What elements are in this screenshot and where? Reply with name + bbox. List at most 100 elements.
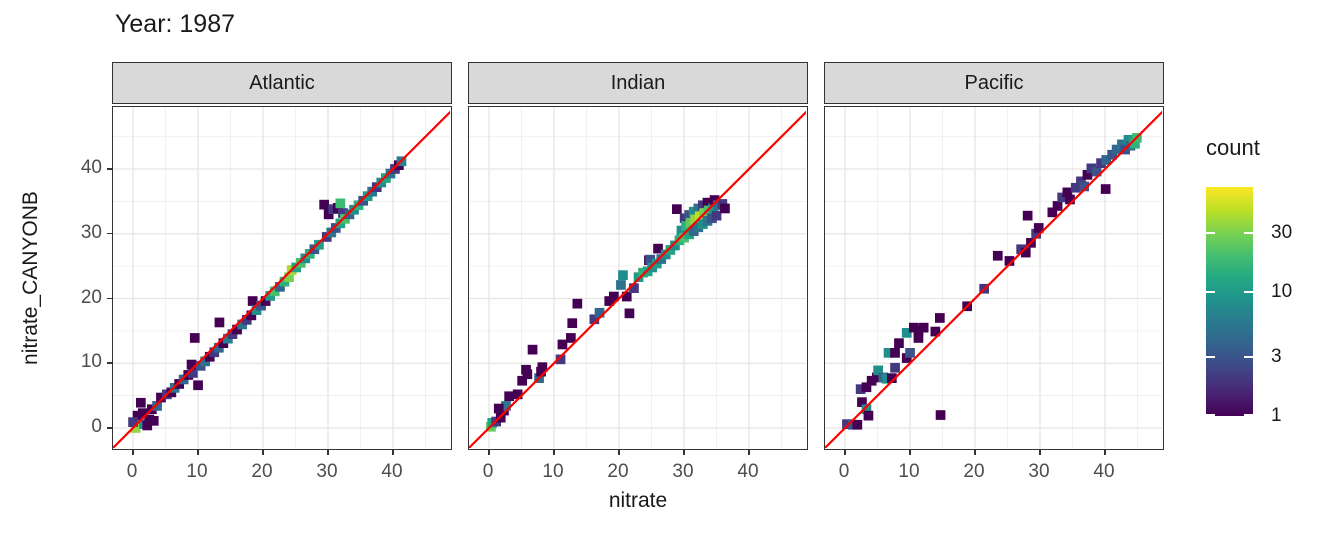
bin2d-cell: [1004, 256, 1015, 266]
bin2d-cell: [214, 317, 225, 328]
bin2d-cell: [567, 318, 578, 328]
x-tick-mark: [844, 450, 846, 455]
legend-colorbar: [1206, 187, 1253, 416]
bin2d-cell: [594, 307, 605, 318]
x-tick-mark: [327, 450, 329, 455]
bin2d-cell: [852, 419, 863, 430]
x-tick-label: 30: [316, 461, 338, 482]
bin2d-cell: [918, 322, 929, 333]
bin2d-cell: [1130, 138, 1140, 149]
bin2d-cell: [894, 338, 904, 348]
y-tick-mark: [107, 362, 112, 364]
facet-panel-atlantic: [112, 106, 452, 450]
bin2d-cell: [1022, 210, 1033, 221]
colorbar-tick: [1206, 290, 1215, 293]
panel-canvas-atlantic: [113, 107, 450, 448]
bin2d-cell: [1076, 176, 1086, 187]
facet-panel-pacific: [824, 106, 1164, 450]
bin2d-cell: [881, 373, 892, 384]
bin2d-cell: [1117, 139, 1127, 150]
x-tick-label: 40: [381, 461, 403, 482]
x-tick-label: 10: [898, 461, 920, 482]
colorbar-tick: [1206, 414, 1215, 416]
bin2d-cell: [156, 392, 166, 403]
bin2d-cell: [866, 375, 877, 386]
bin2d-cell: [314, 239, 324, 250]
bin2d-cell: [930, 326, 941, 337]
x-tick-mark: [683, 450, 685, 455]
bin2d-cell: [501, 401, 511, 411]
panel-canvas-indian: [469, 107, 806, 448]
bin2d-cell: [624, 308, 635, 319]
bin2d-cell: [901, 328, 912, 338]
bin2d-cell: [1057, 192, 1067, 203]
bin2d-cell: [186, 359, 197, 370]
bin2d-cell: [720, 203, 730, 214]
x-tick-mark: [392, 450, 394, 455]
bin2d-cell: [709, 195, 720, 205]
bin2d-cell: [618, 270, 628, 280]
y-tick-label: 10: [80, 351, 102, 373]
colorbar-label: 10: [1271, 280, 1293, 302]
bin2d-cell: [672, 204, 682, 214]
bin2d-cell: [992, 250, 1003, 261]
bin2d-cell: [148, 416, 159, 426]
x-tick-mark: [132, 450, 134, 455]
x-tick-mark: [262, 450, 264, 455]
x-tick-label: 20: [963, 461, 985, 482]
bin2d-cell: [621, 291, 632, 302]
x-tick-label: 0: [838, 461, 850, 482]
bin2d-cell: [537, 362, 548, 372]
x-tick-label: 20: [251, 461, 273, 482]
bin2d-cell: [152, 401, 162, 411]
bin2d-cell: [1082, 170, 1093, 180]
x-tick-mark: [1104, 450, 1106, 455]
y-tick-label: 30: [80, 221, 102, 243]
bin2d-cell: [913, 326, 924, 336]
colorbar-label: 30: [1271, 221, 1293, 243]
bin2d-cell: [1086, 163, 1097, 174]
x-tick-mark: [974, 450, 976, 455]
bin2d-cell: [702, 197, 713, 208]
y-tick-label: 40: [80, 157, 102, 178]
facet-strip-label: Indian: [610, 71, 666, 94]
bin2d-cell: [1101, 155, 1112, 165]
colorbar-tick: [1244, 414, 1253, 416]
x-tick-label: 30: [1028, 461, 1050, 482]
bin2d-cell: [572, 298, 583, 309]
facet-strip-label: Pacific: [964, 71, 1024, 94]
bin2d-cell: [905, 348, 915, 358]
bin2d-cell: [335, 198, 346, 209]
x-tick-label: 10: [186, 461, 208, 482]
bin2d-cell: [517, 375, 527, 386]
bin2d-cell: [193, 380, 203, 391]
x-tick-mark: [553, 450, 555, 455]
bin2d-cell: [566, 333, 576, 343]
bin2d-cell: [504, 391, 514, 402]
bin2d-cell: [873, 365, 883, 376]
identity-line: [469, 110, 806, 448]
bin2d-cell: [887, 373, 897, 383]
bin2d-cell: [132, 410, 143, 421]
bin2d-cell: [1020, 247, 1031, 258]
bin2d-cell: [863, 410, 874, 421]
bin2d-cell: [890, 348, 900, 358]
y-axis-title: nitrate_CANYONB: [19, 191, 42, 365]
facet-strip-atlantic: Atlantic: [112, 62, 452, 104]
bin2d-cell: [935, 313, 945, 323]
bin2d-cell: [609, 291, 619, 302]
bin2d-cell: [189, 333, 200, 343]
bin2d-cell: [935, 410, 946, 420]
bin2d-cell: [275, 282, 285, 292]
x-tick-label: 30: [672, 461, 694, 482]
bin2d-cell: [855, 384, 866, 394]
bin2d-cell: [557, 339, 568, 350]
bin2d-cell: [1096, 158, 1106, 168]
bin2d-cell: [1033, 223, 1044, 233]
bin2d-cell: [861, 404, 872, 415]
bin2d-cell: [246, 310, 257, 321]
x-tick-label: 10: [542, 461, 564, 482]
colorbar-tick: [1206, 231, 1215, 234]
bin2d-cell: [1111, 144, 1122, 155]
